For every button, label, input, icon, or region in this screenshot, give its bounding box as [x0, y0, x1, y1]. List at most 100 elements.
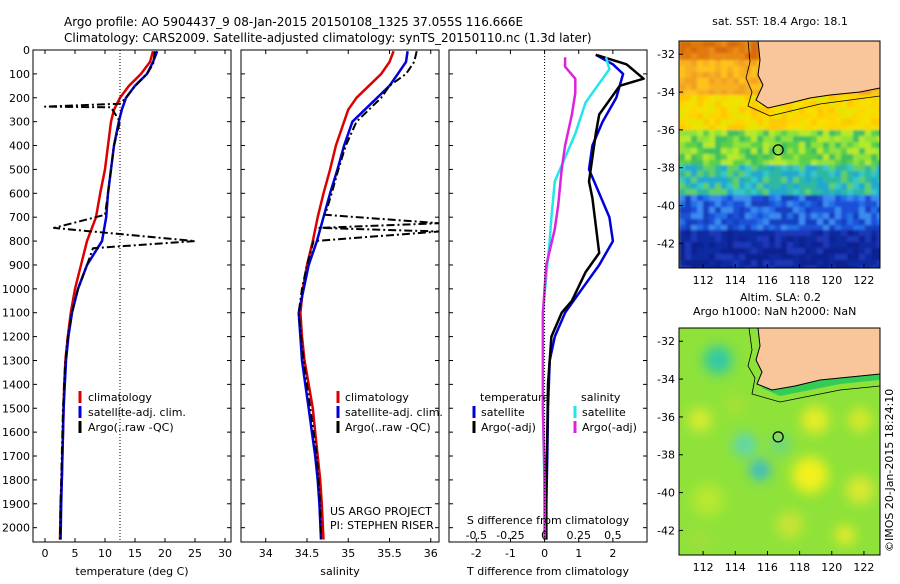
sst-cell [799, 242, 805, 248]
sst-cell [775, 254, 781, 260]
sst-cell [799, 119, 805, 125]
sst-cell [793, 154, 799, 160]
sst-cell [745, 230, 751, 236]
sst-cell [787, 219, 793, 225]
sst-cell [727, 136, 733, 142]
sst-cell [781, 225, 787, 231]
sst-cell [787, 266, 793, 268]
sst-cell [739, 66, 745, 72]
sst-cell [781, 171, 787, 177]
sst-cell [847, 171, 853, 177]
sst-cell [787, 260, 793, 266]
sst-cell [739, 213, 745, 219]
sst-cell [877, 266, 880, 268]
sst-cell [703, 177, 709, 183]
sst-cell [727, 230, 733, 236]
sst-cell [793, 254, 799, 260]
y-tick-label: 200 [9, 92, 30, 105]
sst-cell [835, 136, 841, 142]
sst-cell [823, 101, 829, 107]
sst-cell [799, 148, 805, 154]
y-tick-label: 1600 [2, 426, 30, 439]
sst-cell [757, 125, 763, 131]
sst-cell [793, 183, 799, 189]
sst-cell [757, 260, 763, 266]
sst-cell [745, 107, 751, 113]
sst-cell [769, 183, 775, 189]
sst-cell [685, 183, 691, 189]
sst-cell [841, 213, 847, 219]
sst-cell [775, 154, 781, 160]
sst-cell [835, 207, 841, 213]
sst-cell [733, 125, 739, 131]
sst-cell [865, 113, 871, 119]
sst-cell [805, 177, 811, 183]
sst-cell [751, 107, 757, 113]
sst-cell [709, 254, 715, 260]
sst-cell [859, 260, 865, 266]
sst-cell [709, 60, 715, 66]
sst-cell [847, 213, 853, 219]
sst-cell [715, 60, 721, 66]
sst-cell [679, 154, 685, 160]
sst-cell [859, 201, 865, 207]
sst-cell [787, 189, 793, 195]
sst-cell [823, 219, 829, 225]
sst-cell [757, 183, 763, 189]
sst-cell [733, 171, 739, 177]
sst-cell [727, 171, 733, 177]
y-tick-label: 1500 [2, 402, 30, 415]
sst-cell [715, 47, 721, 53]
sst-cell [703, 101, 709, 107]
sst-cell [709, 248, 715, 254]
sst-cell [787, 213, 793, 219]
sst-cell [835, 225, 841, 231]
sst-cell [811, 236, 817, 242]
sst-cell [841, 113, 847, 119]
sst-cell [829, 154, 835, 160]
sst-cell [799, 225, 805, 231]
sst-cell [853, 260, 859, 266]
sst-cell [793, 177, 799, 183]
sst-cell [709, 136, 715, 142]
sst-cell [739, 47, 745, 53]
sst-cell [721, 225, 727, 231]
sst-cell [859, 225, 865, 231]
sst-cell [679, 148, 685, 154]
sst-cell [757, 248, 763, 254]
sst-cell [871, 113, 877, 119]
sst-cell [739, 195, 745, 201]
sst-cell [853, 130, 859, 136]
sst-cell [751, 201, 757, 207]
series-line-climatology [299, 50, 395, 540]
sst-cell [733, 101, 739, 107]
sst-cell [751, 183, 757, 189]
sst-cell [751, 90, 757, 96]
sst-cell [703, 213, 709, 219]
sst-cell [685, 136, 691, 142]
sst-cell [715, 230, 721, 236]
sst-cell [763, 119, 769, 125]
sst-cell [727, 254, 733, 260]
sst-cell [709, 119, 715, 125]
sst-cell [721, 78, 727, 84]
sst-cell [709, 41, 715, 47]
sst-cell [703, 90, 709, 96]
lat-tick-label: -38 [657, 449, 675, 462]
sst-cell [787, 201, 793, 207]
sst-cell [775, 225, 781, 231]
sst-cell [679, 130, 685, 136]
sst-cell [763, 242, 769, 248]
sst-cell [787, 236, 793, 242]
series-line-satellite-adj-clim- [297, 51, 409, 540]
sst-cell [859, 148, 865, 154]
sst-cell [817, 248, 823, 254]
sst-cell [799, 154, 805, 160]
sst-cell [793, 160, 799, 166]
sst-cell [709, 95, 715, 101]
sst-cell [751, 154, 757, 160]
sst-cell [739, 230, 745, 236]
sst-cell [757, 130, 763, 136]
sst-cell [817, 119, 823, 125]
sst-cell [847, 113, 853, 119]
